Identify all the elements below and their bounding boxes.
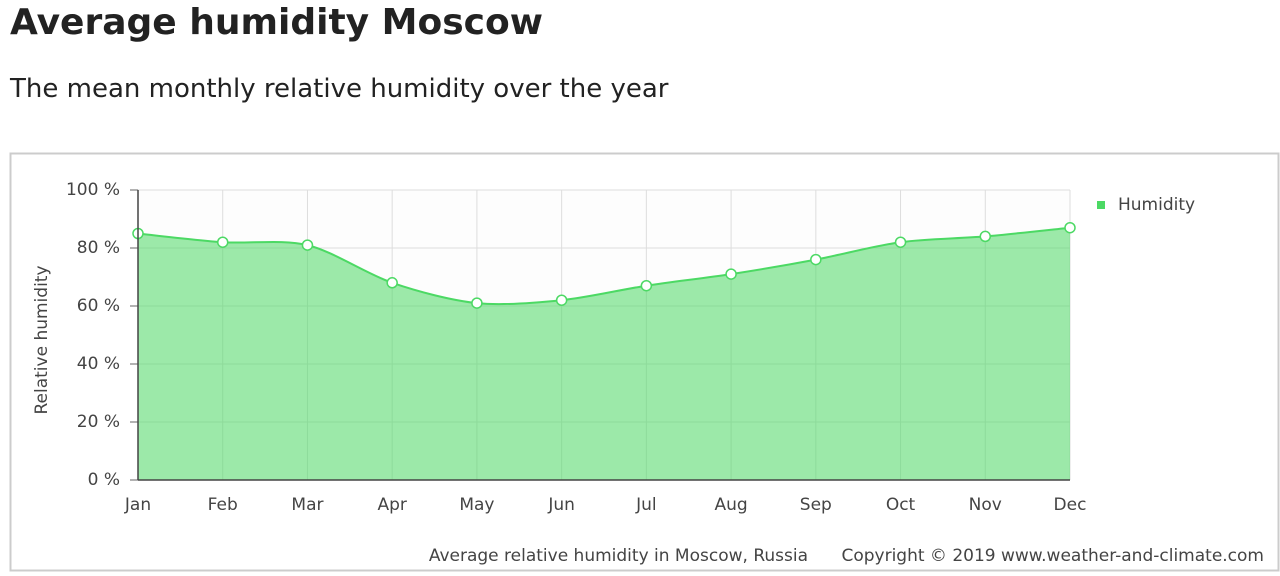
point — [725, 268, 737, 280]
y-tick-label: 80 % — [77, 238, 120, 258]
point — [640, 279, 653, 292]
point — [216, 236, 229, 248]
x-tick-label: Jul — [635, 495, 657, 515]
page-subtitle: The mean monthly relative humidity over … — [10, 74, 669, 104]
x-tick-label: Mar — [291, 495, 323, 515]
area — [138, 227, 1070, 480]
point — [555, 294, 568, 306]
point — [471, 297, 483, 309]
legend-label: Humidity — [1118, 195, 1195, 215]
legend-swatch — [1097, 201, 1105, 209]
x-tick-label: May — [459, 495, 494, 515]
line — [137, 226, 1071, 306]
y-tick-label: 40 % — [77, 354, 120, 374]
y-axis-label: Relative humidity — [32, 265, 52, 414]
x-tick-label: Jan — [124, 495, 151, 515]
x-tick-label: Nov — [969, 495, 1002, 515]
x-tick-label: Feb — [208, 495, 238, 515]
y-tick-label: 60 % — [77, 296, 120, 316]
copyright: Copyright © 2019 www.weather-and-climate… — [841, 546, 1264, 566]
x-tick-label: Dec — [1054, 495, 1087, 515]
x-tick-label: Sep — [800, 495, 832, 515]
point — [894, 236, 907, 248]
point — [979, 230, 992, 243]
y-tick-label: 100 % — [66, 180, 120, 200]
caption: Average relative humidity in Moscow, Rus… — [429, 546, 808, 566]
y-tick-label: 20 % — [77, 412, 120, 432]
point — [810, 253, 822, 266]
page-title: Average humidity Moscow — [10, 2, 543, 43]
point — [386, 277, 398, 289]
point — [301, 239, 314, 251]
x-tick-label: Oct — [886, 495, 916, 515]
x-tick-label: Apr — [377, 495, 406, 515]
x-tick-label: Aug — [714, 495, 747, 515]
point — [1064, 221, 1076, 234]
y-tick-label: 0 % — [88, 470, 120, 490]
x-tick-label: Jun — [547, 495, 575, 515]
